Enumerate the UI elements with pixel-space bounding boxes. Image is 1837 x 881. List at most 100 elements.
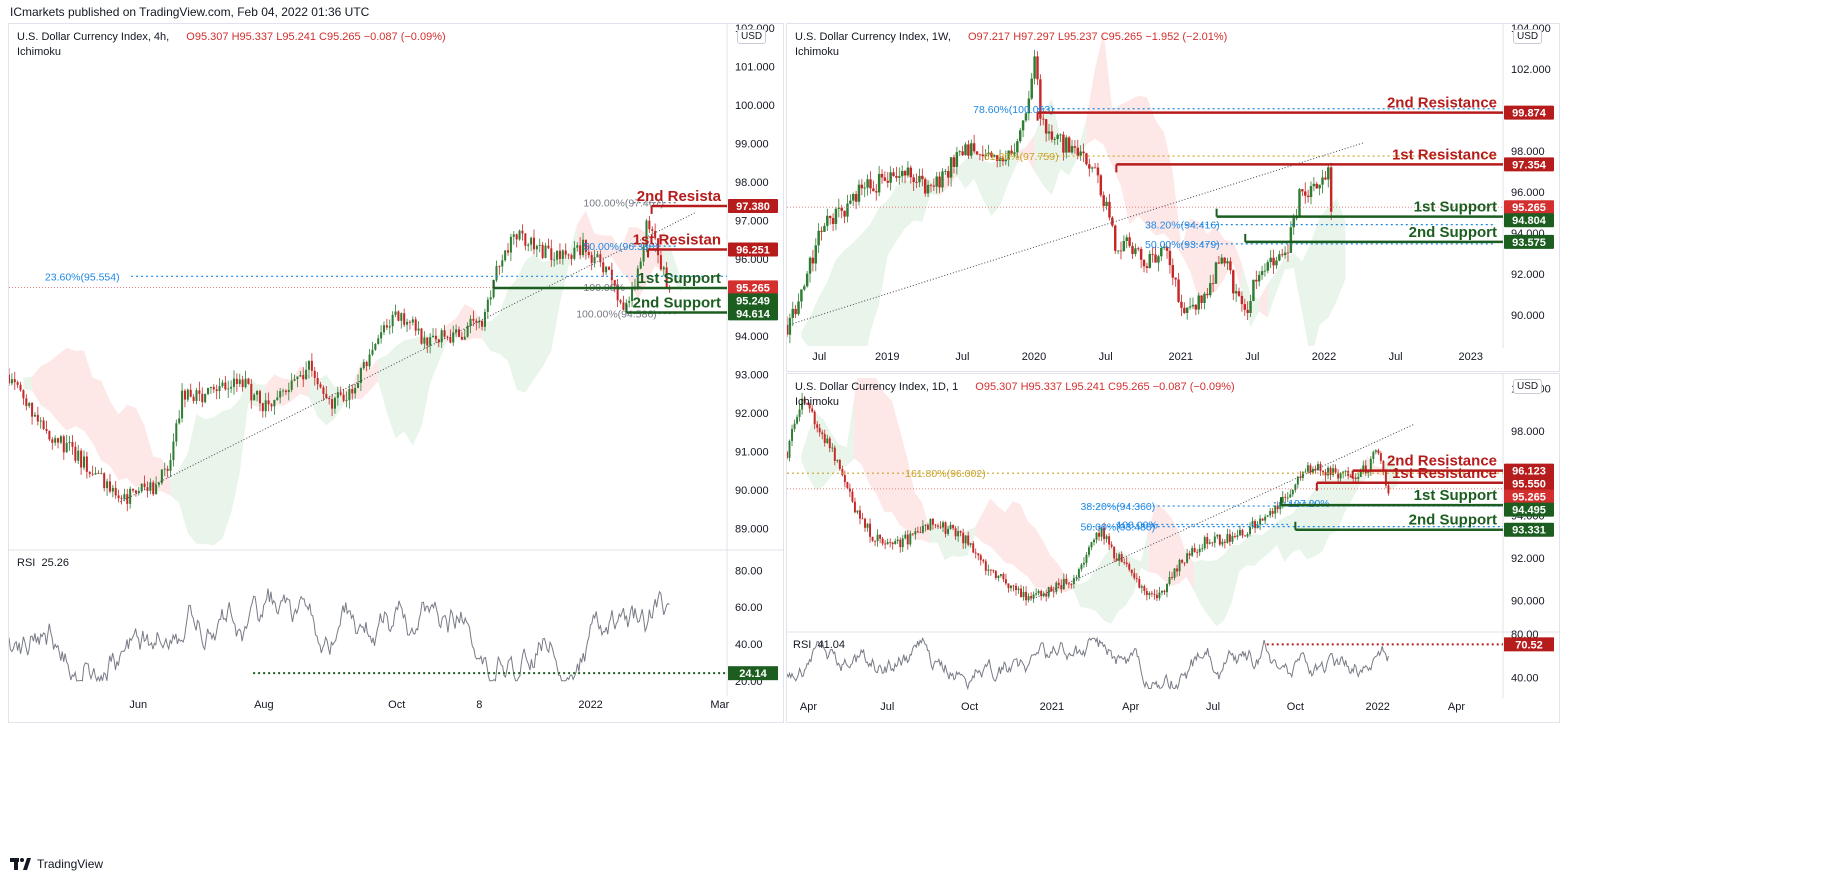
h4-ichimoku-cloud <box>92 377 102 461</box>
d1-ichimoku-cloud <box>1284 514 1293 562</box>
w1-candle <box>958 151 961 153</box>
w1-ichimoku-cloud <box>853 233 862 346</box>
d1-candle <box>1266 515 1269 517</box>
d1-candle <box>1020 588 1023 598</box>
chart-panel-1d[interactable]: 90.00092.00094.00096.00098.000100.000Apr… <box>786 373 1560 723</box>
w1-candle <box>1073 146 1077 148</box>
h4-candle <box>264 400 267 412</box>
w1-candle <box>849 200 852 204</box>
d1-ichimoku-cloud <box>854 378 862 465</box>
d1-candle <box>1203 537 1206 549</box>
d1-candle <box>1025 591 1028 601</box>
h4-candle <box>573 247 576 259</box>
w1-candle <box>947 171 950 178</box>
h4-candle <box>408 321 411 323</box>
chart-1w-canvas[interactable]: 90.00092.00094.00096.00098.000100.000102… <box>787 24 1559 371</box>
d1-x-tick: Oct <box>961 701 978 713</box>
h4-candle <box>137 491 140 493</box>
h4-candle <box>33 414 36 417</box>
chart-4h-canvas[interactable]: 89.00090.00091.00092.00093.00094.00095.0… <box>9 24 783 722</box>
d1-y-tick: 90.000 <box>1511 595 1545 607</box>
d1-candle <box>1067 583 1070 585</box>
h4-candle <box>567 254 570 256</box>
w1-x-tick: 2021 <box>1169 351 1193 363</box>
chart-1d-canvas[interactable]: 90.00092.00094.00096.00098.000100.000Apr… <box>787 374 1559 722</box>
w1-candle <box>869 179 872 189</box>
w1-fib-label: 50.00%(93.479) <box>1145 239 1220 251</box>
d1-candle <box>1015 585 1017 590</box>
d1-candle <box>952 524 955 529</box>
w1-candle <box>1142 259 1146 267</box>
w1-ichimoku-cloud <box>1310 217 1320 346</box>
w1-ichimoku-cloud <box>1233 241 1242 292</box>
chart-panel-4h[interactable]: 89.00090.00091.00092.00093.00094.00095.0… <box>8 23 784 723</box>
w1-candle <box>944 171 947 172</box>
w1-candle <box>851 194 855 201</box>
chart-panel-1w[interactable]: 90.00092.00094.00096.00098.000100.000102… <box>786 23 1560 372</box>
w1-candle <box>1252 279 1255 302</box>
w1-y-tick: 98.000 <box>1511 146 1545 158</box>
w1-candle <box>1090 167 1094 169</box>
d1-candle <box>1060 585 1063 590</box>
h4-ichimoku-cloud <box>127 404 136 488</box>
w1-candle <box>860 184 864 189</box>
h4-ichimoku-cloud <box>542 259 552 368</box>
w1-ichimoku-cloud <box>1250 294 1260 327</box>
d1-ichimoku-cloud <box>846 397 855 467</box>
w1-candle <box>1211 283 1215 284</box>
chart-1d-currency-badge[interactable]: USD <box>1513 379 1543 394</box>
h4-candle <box>553 259 556 261</box>
h4-ichimoku-cloud <box>83 350 93 444</box>
tradingview-footer[interactable]: TradingView <box>10 857 103 871</box>
h4-ichimoku-cloud <box>179 452 188 534</box>
d1-candle <box>1032 594 1035 599</box>
d1-ichimoku-cloud <box>1125 554 1134 606</box>
w1-candle <box>1223 257 1226 264</box>
d1-candle <box>859 510 861 519</box>
h4-candle <box>532 237 536 250</box>
w1-candle <box>1036 56 1039 80</box>
d1-candle <box>1181 560 1184 563</box>
h4-candle <box>596 254 599 258</box>
d1-candle <box>1246 534 1249 537</box>
h4-ichimoku-cloud <box>482 321 491 351</box>
h4-candle <box>616 285 619 301</box>
h4-candle <box>362 361 365 369</box>
d1-candle <box>972 543 975 553</box>
d1-ichimoku-cloud <box>1095 558 1104 621</box>
w1-ichimoku-cloud <box>974 153 983 199</box>
d1-ichimoku-cloud <box>869 378 877 495</box>
h4-ichimoku-cloud <box>447 318 457 341</box>
w1-candle <box>1128 237 1131 246</box>
chart-1d-ohlc: O95.307 H95.337 L95.241 C95.265 −0.087 (… <box>975 381 1235 393</box>
h4-ichimoku-cloud <box>161 458 171 496</box>
d1-x-tick: Apr <box>800 701 817 713</box>
d1-ichimoku-cloud <box>1269 521 1277 553</box>
chart-4h-currency-badge[interactable]: USD <box>737 29 767 44</box>
chart-1w-currency-badge[interactable]: USD <box>1513 29 1543 44</box>
d1-ichimoku-cloud <box>1307 489 1315 560</box>
w1-candle <box>1160 247 1163 257</box>
d1-candle <box>826 438 829 444</box>
h4-candle <box>189 389 192 397</box>
w1-ichimoku-cloud <box>1319 206 1329 325</box>
h4-candle <box>570 255 573 259</box>
w1-candle <box>987 152 990 155</box>
w1-candle <box>895 175 898 178</box>
h4-candle <box>71 442 74 447</box>
w1-candle <box>1249 301 1252 313</box>
h4-ichimoku-cloud <box>334 386 344 419</box>
h4-candle <box>316 377 319 385</box>
d1-candle <box>1055 582 1058 592</box>
h4-ichimoku-cloud <box>196 414 206 545</box>
w1-price-tag-text: 94.804 <box>1512 215 1547 227</box>
h4-candle <box>250 383 253 401</box>
h4-candle <box>319 384 322 388</box>
h4-candle <box>192 396 195 401</box>
h4-candle <box>140 483 143 492</box>
h4-ichimoku-cloud <box>57 347 67 431</box>
h4-ichimoku-cloud <box>274 374 283 407</box>
d1-ichimoku-cloud <box>1344 478 1353 513</box>
d1-candle <box>1085 554 1088 563</box>
h4-candle <box>91 473 94 475</box>
